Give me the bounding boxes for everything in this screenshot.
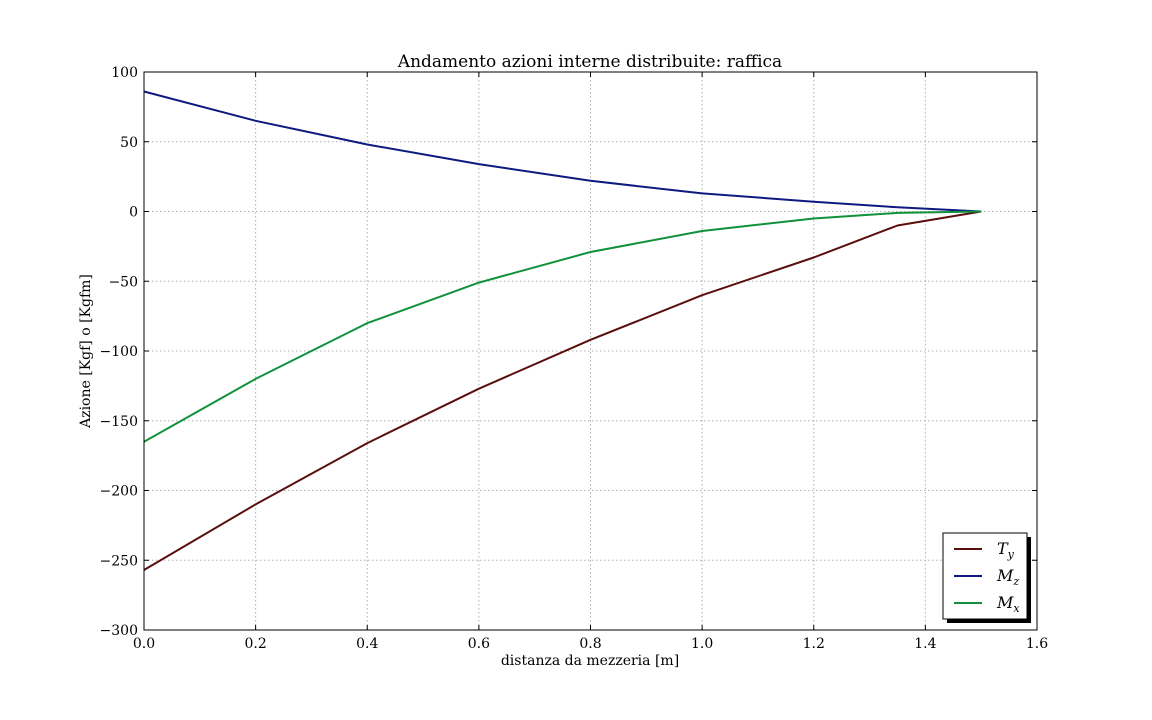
legend-label-mx: Mx: [996, 593, 1020, 615]
series-line-mx: [143, 210, 982, 443]
legend-label-ty: Ty: [997, 539, 1015, 561]
y-tick-label: −300: [100, 623, 138, 639]
x-axis-label: distanza da mezzeria [m]: [501, 653, 679, 669]
ticks: [143, 71, 1038, 631]
x-tick-label: 0.8: [579, 636, 601, 652]
y-tick-label: −150: [100, 414, 138, 430]
series-lines: [143, 90, 982, 571]
plot-area: [144, 72, 1037, 630]
y-tick-labels: 100 50 0 −50 −100 −150 −200 −250 −300: [100, 65, 138, 639]
y-tick-label: −200: [100, 484, 138, 500]
y-tick-label: −50: [108, 274, 138, 290]
x-tick-label: 0.6: [468, 636, 490, 652]
y-axis-label: Azione [Kgf] o [Kgfm]: [78, 274, 94, 429]
x-tick-label: 0.2: [244, 636, 266, 652]
legend: Ty Mz Mx: [942, 532, 1031, 623]
chart-title: Andamento azioni interne distribuite: ra…: [397, 52, 782, 72]
legend-items: Ty Mz Mx: [954, 539, 1020, 615]
y-tick-label: −100: [100, 344, 138, 360]
legend-label-mz: Mz: [996, 566, 1019, 588]
series-line-mz: [143, 90, 982, 213]
y-tick-label: −250: [100, 553, 138, 569]
x-tick-label: 0.0: [133, 636, 155, 652]
series-line-ty: [143, 210, 982, 571]
x-tick-labels: 0.0 0.2 0.4 0.6 0.8 1.0 1.2 1.4 1.6: [133, 636, 1048, 652]
x-tick-label: 1.6: [1026, 636, 1048, 652]
x-tick-label: 0.4: [356, 636, 378, 652]
y-tick-label: 100: [111, 65, 138, 81]
y-tick-label: 0: [129, 205, 138, 221]
y-tick-label: 50: [120, 135, 138, 151]
x-tick-label: 1.0: [691, 636, 713, 652]
x-tick-label: 1.4: [914, 636, 936, 652]
x-tick-label: 1.2: [803, 636, 825, 652]
